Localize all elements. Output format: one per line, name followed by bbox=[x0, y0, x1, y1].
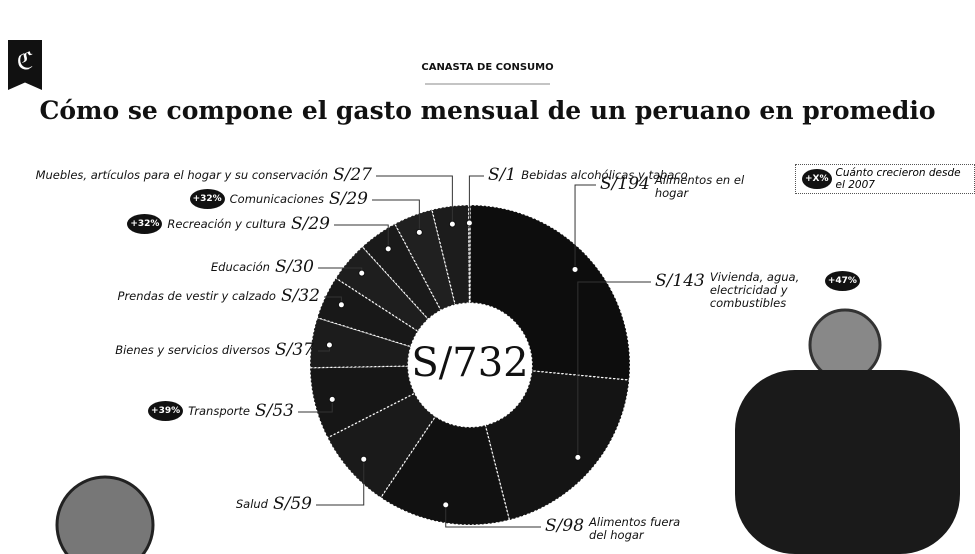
coin-decoration bbox=[55, 475, 155, 554]
growth-badge: +32% bbox=[127, 214, 163, 234]
category-label: Prendas de vestir y calzado bbox=[117, 289, 276, 303]
category-label: Vivienda, agua, electricidad y combustib… bbox=[709, 270, 800, 310]
slice-label: Bienes y servicios diversos S/37 bbox=[115, 340, 314, 360]
slice-label: Salud S/59 bbox=[236, 494, 312, 514]
category-label: Alimentos en el hogar bbox=[654, 173, 745, 200]
leader-dot bbox=[337, 301, 345, 309]
title: Cómo se compone el gasto mensual de un p… bbox=[39, 96, 936, 125]
value-label: S/53 bbox=[254, 401, 294, 421]
category-label: Recreación y cultura bbox=[167, 217, 286, 231]
donut-slice bbox=[309, 365, 416, 439]
donut-slice bbox=[469, 204, 631, 381]
donut-slice bbox=[379, 415, 511, 526]
center-total: S/732 bbox=[411, 340, 529, 386]
legend-label: Cuánto crecieron desde el 2007 bbox=[835, 167, 961, 191]
category-label: Alimentos fuera del hogar bbox=[589, 515, 681, 542]
value-label: S/143 bbox=[655, 271, 705, 291]
slice-label: S/143 Vivienda, agua, electricidad y comb… bbox=[655, 271, 860, 310]
leader-dot bbox=[448, 220, 456, 228]
leader-dot bbox=[415, 228, 423, 236]
leader-dot bbox=[465, 219, 473, 227]
donut-slice bbox=[309, 316, 412, 369]
leader-line bbox=[574, 184, 596, 270]
donut-slice bbox=[431, 204, 471, 306]
leader-line bbox=[577, 281, 651, 458]
slice-label: S/98 Alimentos fuera del hogar bbox=[545, 516, 699, 542]
growth-badge: +39% bbox=[148, 401, 184, 421]
slice-label: S/194 Alimentos en el hogar bbox=[600, 174, 765, 200]
category-label: Bienes y servicios diversos bbox=[115, 343, 270, 357]
legend-badge: +X% bbox=[802, 169, 832, 189]
value-label: S/32 bbox=[280, 286, 320, 306]
value-label: S/59 bbox=[272, 494, 312, 514]
growth-badge: +32% bbox=[189, 189, 225, 209]
leader-dot bbox=[325, 341, 333, 349]
leader-dot bbox=[328, 395, 336, 403]
subtitle: CANASTA DE CONSUMO bbox=[421, 62, 554, 73]
leader-line bbox=[468, 175, 484, 224]
category-label: Comunicaciones bbox=[229, 192, 324, 206]
value-label: S/29 bbox=[328, 189, 368, 209]
value-label: S/194 bbox=[600, 174, 650, 194]
legend: +X% Cuánto crecieron desde el 2007 bbox=[795, 164, 975, 194]
leader-dot bbox=[574, 453, 582, 461]
category-label: Muebles, artículos para el hogar y su co… bbox=[35, 168, 328, 182]
leader-dot bbox=[384, 245, 392, 253]
brand-logo: ℭ bbox=[8, 40, 42, 90]
leader-dot bbox=[360, 455, 368, 463]
slice-label: S/1 Bebidas alcohólicas y tabaco bbox=[488, 165, 688, 185]
category-label: Educación bbox=[210, 260, 270, 274]
slice-label: +32% Recreación y cultura S/29 bbox=[127, 214, 330, 234]
leader-line bbox=[334, 224, 389, 249]
donut-slice bbox=[484, 370, 630, 521]
leader-line bbox=[445, 504, 541, 528]
leader-dot bbox=[442, 501, 450, 509]
value-label: S/37 bbox=[274, 340, 314, 360]
category-label: Salud bbox=[235, 497, 268, 511]
value-label: S/98 bbox=[545, 516, 585, 536]
slice-label: Prendas de vestir y calzado S/32 bbox=[118, 286, 320, 306]
value-label: S/30 bbox=[274, 257, 314, 277]
leader-line bbox=[372, 199, 420, 233]
value-label: S/1 bbox=[488, 165, 517, 185]
leader-line bbox=[298, 399, 333, 413]
slice-label: +39% Transporte S/53 bbox=[148, 401, 294, 421]
growth-badge: +47% bbox=[824, 271, 860, 291]
value-label: S/29 bbox=[290, 214, 330, 234]
category-label: Bebidas alcohólicas y tabaco bbox=[521, 168, 688, 182]
purse-decoration bbox=[735, 370, 960, 554]
leader-dot bbox=[571, 265, 579, 273]
slice-label: Educación S/30 bbox=[211, 257, 314, 277]
category-label: Transporte bbox=[188, 404, 250, 418]
leader-dot bbox=[358, 269, 366, 277]
slice-label: +32% Comunicaciones S/29 bbox=[189, 189, 368, 209]
slice-label: Muebles, artículos para el hogar y su co… bbox=[36, 165, 372, 185]
coin-decoration bbox=[808, 308, 882, 382]
leader-line bbox=[376, 175, 453, 225]
leader-line bbox=[316, 459, 365, 506]
value-label: S/27 bbox=[332, 165, 372, 185]
